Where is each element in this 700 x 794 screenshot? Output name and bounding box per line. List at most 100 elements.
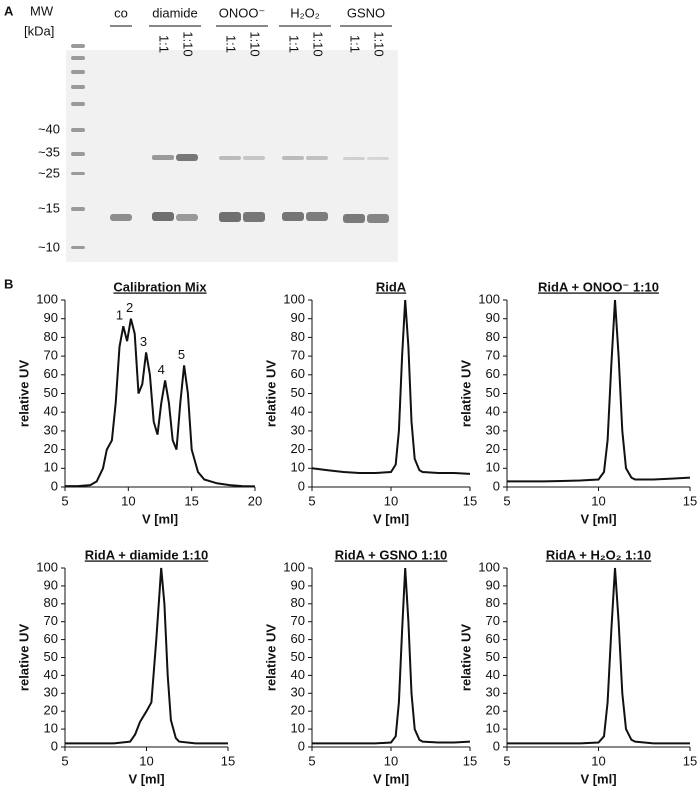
marker-label: ~10 [38, 239, 60, 254]
y-tick-label: 40 [486, 667, 500, 682]
x-tick-label: 5 [308, 493, 315, 508]
y-tick-label: 30 [291, 422, 305, 437]
y-tick-label: 100 [283, 291, 305, 306]
y-tick-label: 60 [486, 631, 500, 646]
y-axis-label: relative UV [458, 360, 473, 428]
y-tick-label: 0 [298, 738, 305, 753]
x-tick-label: 5 [61, 493, 68, 508]
y-tick-label: 80 [291, 595, 305, 610]
y-tick-label: 20 [486, 703, 500, 718]
y-tick-label: 0 [493, 478, 500, 493]
y-tick-label: 100 [478, 559, 500, 574]
y-tick-label: 40 [44, 667, 58, 682]
y-tick-label: 80 [486, 329, 500, 344]
group-label: ONOO⁻ [219, 5, 266, 20]
mw-label: MW [30, 3, 54, 18]
group-label: diamide [152, 5, 198, 20]
peak-label: 5 [178, 347, 185, 362]
y-axis-label: relative UV [263, 624, 278, 692]
y-tick-label: 50 [44, 385, 58, 400]
y-tick-label: 20 [291, 441, 305, 456]
y-tick-label: 40 [291, 667, 305, 682]
x-tick-label: 10 [121, 493, 135, 508]
lane-ratio: 1:1 [157, 35, 172, 53]
group-label: GSNO [347, 5, 385, 20]
y-tick-label: 100 [283, 559, 305, 574]
marker-bands [71, 44, 85, 249]
x-tick-label: 10 [591, 493, 605, 508]
y-tick-label: 50 [291, 649, 305, 664]
y-tick-label: 0 [51, 478, 58, 493]
x-tick-label: 10 [384, 493, 398, 508]
x-tick-label: 5 [308, 753, 315, 768]
y-tick-label: 40 [44, 404, 58, 419]
chart-title: RidA + ONOO⁻ 1:10 [538, 279, 659, 294]
x-tick-label: 20 [248, 493, 262, 508]
marker-label: ~35 [38, 144, 60, 159]
x-tick-label: 5 [503, 493, 510, 508]
marker-label: ~25 [38, 165, 60, 180]
y-tick-label: 70 [486, 613, 500, 628]
y-tick-label: 30 [291, 685, 305, 700]
y-tick-label: 80 [291, 329, 305, 344]
x-axis-label: V [ml] [142, 511, 178, 526]
y-tick-label: 90 [44, 310, 58, 325]
y-tick-label: 30 [44, 685, 58, 700]
y-tick-label: 80 [486, 595, 500, 610]
y-tick-label: 0 [493, 738, 500, 753]
curve [312, 567, 471, 745]
y-tick-label: 50 [44, 649, 58, 664]
x-axis-label: V [ml] [580, 511, 616, 526]
y-tick-label: 10 [291, 721, 305, 736]
chart-title: RidA [376, 279, 407, 294]
y-tick-label: 10 [291, 460, 305, 475]
curve [311, 299, 471, 475]
x-axis-label: V [ml] [128, 771, 164, 786]
x-tick-label: 5 [503, 753, 510, 768]
curve [507, 567, 690, 745]
x-tick-label: 15 [184, 493, 198, 508]
y-tick-label: 90 [291, 310, 305, 325]
y-tick-label: 10 [486, 460, 500, 475]
peak-label: 2 [126, 300, 133, 315]
y-axis-label: relative UV [458, 624, 473, 692]
y-tick-label: 30 [486, 422, 500, 437]
panel-label: A [4, 3, 14, 18]
lane-ratio: 1:10 [248, 31, 263, 56]
x-tick-label: 15 [463, 753, 477, 768]
peak-label: 4 [158, 362, 165, 377]
y-tick-label: 20 [44, 703, 58, 718]
marker-label: ~40 [38, 121, 60, 136]
lane-ratio: 1:1 [287, 35, 302, 53]
y-tick-label: 20 [291, 703, 305, 718]
y-tick-label: 90 [486, 577, 500, 592]
y-tick-label: 50 [486, 649, 500, 664]
lane-ratio: 1:1 [348, 35, 363, 53]
lane-label: co [114, 5, 128, 20]
y-tick-label: 60 [291, 366, 305, 381]
y-tick-label: 10 [44, 721, 58, 736]
y-tick-label: 60 [486, 366, 500, 381]
y-tick-label: 70 [486, 348, 500, 363]
y-tick-label: 50 [291, 385, 305, 400]
chart-title: RidA + H₂O₂ 1:10 [546, 547, 651, 562]
chart-title: RidA + GSNO 1:10 [335, 547, 448, 562]
lane-ratio: 1:10 [181, 31, 196, 56]
y-tick-label: 90 [486, 310, 500, 325]
y-tick-label: 40 [291, 404, 305, 419]
x-tick-label: 10 [139, 753, 153, 768]
peak-label: 3 [140, 334, 147, 349]
x-tick-label: 15 [683, 493, 697, 508]
y-tick-label: 20 [44, 441, 58, 456]
x-axis-label: V [ml] [580, 771, 616, 786]
y-tick-label: 100 [36, 291, 58, 306]
x-tick-label: 15 [221, 753, 235, 768]
lane-ratio: 1:10 [311, 31, 326, 56]
y-tick-label: 80 [44, 595, 58, 610]
y-tick-label: 70 [44, 613, 58, 628]
y-tick-label: 40 [486, 404, 500, 419]
y-axis-label: relative UV [263, 360, 278, 428]
y-tick-label: 100 [36, 559, 58, 574]
x-axis-label: V [ml] [373, 511, 409, 526]
